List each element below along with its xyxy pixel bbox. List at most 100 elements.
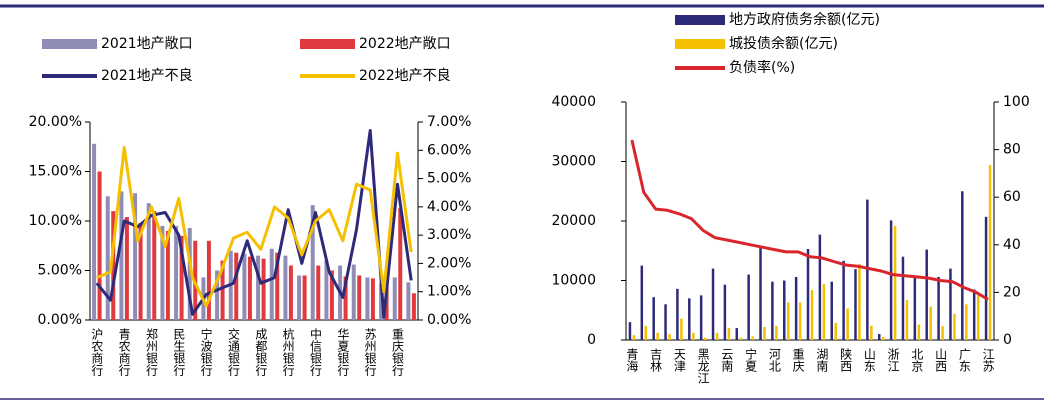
bar	[329, 270, 334, 320]
bar	[759, 246, 762, 340]
bar	[842, 260, 845, 340]
bar	[941, 326, 944, 340]
x-tick-label: 北京	[910, 348, 924, 373]
bar	[858, 263, 861, 340]
bar	[640, 265, 644, 340]
bar	[953, 313, 956, 340]
bar	[699, 295, 703, 340]
bar	[97, 171, 102, 320]
line-series	[96, 146, 413, 308]
bar	[146, 203, 151, 320]
bar	[798, 302, 802, 340]
y2-tick-label: 6.00%	[427, 142, 471, 158]
bar	[365, 277, 370, 320]
bar	[234, 252, 239, 320]
bar	[881, 337, 885, 340]
legend-label: 城投债余额(亿元)	[729, 35, 838, 52]
x-tick-label: 山东	[862, 348, 876, 372]
x-tick-label: 成都银行	[254, 328, 268, 376]
y2-tick-label: 100	[1003, 94, 1030, 110]
x-tick-label: 重庆银行	[391, 328, 405, 376]
bar	[747, 274, 750, 340]
x-tick-label: 民生银行	[172, 328, 186, 376]
legend-label: 2022地产不良	[359, 68, 451, 84]
bar	[316, 265, 321, 320]
bar	[988, 165, 992, 340]
bar	[893, 225, 897, 340]
bar	[984, 216, 988, 340]
bar	[398, 208, 403, 320]
bar	[256, 255, 261, 320]
bar	[124, 217, 129, 320]
bar	[165, 230, 170, 320]
bar	[783, 280, 786, 340]
y-tick-label: 15.00%	[29, 164, 82, 180]
bar	[775, 325, 778, 340]
bar	[644, 325, 648, 340]
bar	[220, 260, 225, 320]
y2-tick-label: 60	[1003, 189, 1021, 205]
bar	[723, 284, 727, 340]
bar	[370, 278, 375, 320]
bar	[676, 288, 679, 340]
y2-tick-label: 3.00%	[427, 227, 471, 243]
bar	[739, 337, 743, 340]
bar	[854, 269, 857, 340]
legend-label: 2021地产敞口	[101, 36, 193, 52]
bar	[105, 196, 110, 320]
x-tick-label: 沪农商行	[90, 328, 104, 376]
bar	[913, 276, 917, 340]
y-tick-label: 10000	[551, 273, 596, 289]
bar	[703, 337, 707, 340]
y2-tick-label: 5.00%	[427, 171, 471, 187]
x-tick-label: 重庆	[791, 348, 805, 372]
bar	[901, 256, 905, 340]
bar	[751, 336, 754, 340]
bar	[275, 252, 280, 320]
bar	[972, 289, 976, 340]
bar	[283, 255, 288, 320]
x-tick-label: 宁波银行	[199, 327, 213, 376]
bar	[810, 290, 814, 340]
bar	[310, 205, 315, 320]
x-tick-label: 吉林	[649, 348, 663, 372]
bar	[119, 191, 124, 320]
legend-label: 2021地产不良	[101, 68, 193, 84]
y2-tick-label: 80	[1003, 142, 1021, 158]
x-tick-label: 中信银行	[309, 327, 323, 376]
bar	[269, 248, 274, 320]
y-tick-label: 30000	[551, 154, 596, 170]
legend-label: 负债率(%)	[729, 59, 795, 76]
bar	[160, 225, 165, 320]
bar	[174, 225, 179, 320]
bar	[628, 322, 632, 340]
bar	[870, 325, 873, 340]
bar	[392, 277, 397, 320]
bar	[937, 276, 940, 340]
bar	[976, 295, 980, 340]
x-tick-label: 青农商行	[117, 328, 131, 376]
x-tick-label: 山西	[934, 348, 948, 372]
bar	[771, 281, 774, 340]
bar	[925, 249, 928, 340]
y2-tick-label: 20	[1003, 284, 1021, 300]
bar	[206, 240, 211, 320]
x-tick-label: 广东	[957, 348, 971, 372]
bar	[688, 298, 691, 340]
x-tick-label: 黑龙江	[696, 348, 710, 384]
bar	[152, 211, 157, 320]
y2-tick-label: 2.00%	[427, 255, 471, 271]
bar	[830, 281, 833, 340]
bar	[917, 324, 921, 340]
bar	[715, 332, 719, 340]
legend-swatch	[675, 15, 725, 25]
bar	[787, 302, 790, 340]
bar	[866, 199, 869, 340]
bar	[711, 268, 715, 340]
y-tick-label: 20000	[551, 213, 596, 229]
bar	[763, 326, 766, 340]
legend-label: 地方政府债务余额(亿元)	[729, 11, 880, 28]
bar	[905, 300, 909, 340]
x-tick-label: 青海	[625, 348, 639, 372]
